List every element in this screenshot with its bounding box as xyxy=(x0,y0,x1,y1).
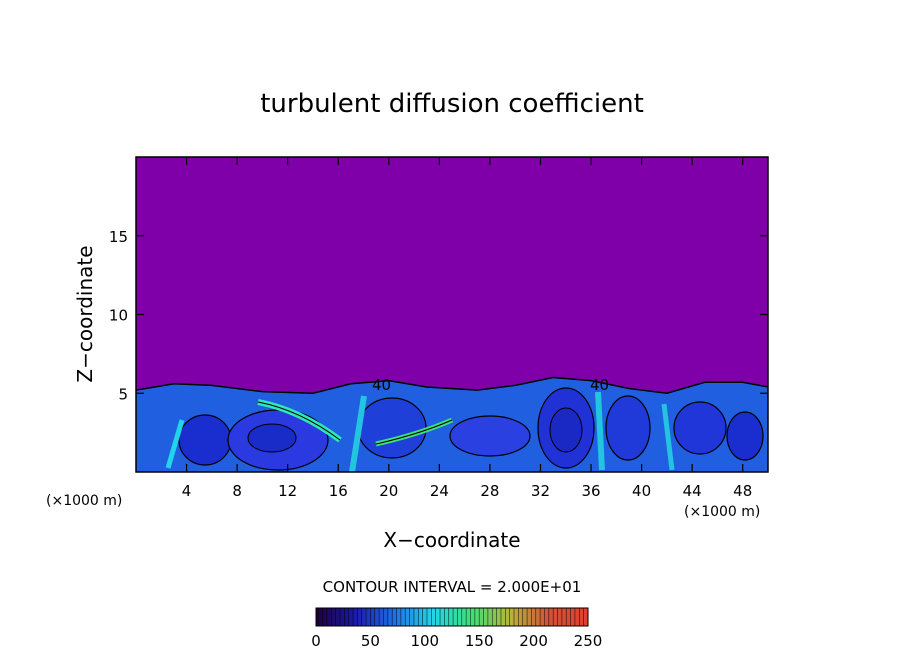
colorbar-tick-label: 0 xyxy=(311,632,321,650)
shear-filament xyxy=(165,419,185,469)
x-tick-label: 4 xyxy=(182,482,192,500)
y-axis-label: Z−coordinate xyxy=(73,245,97,382)
contour-label: 40 xyxy=(372,376,391,394)
colorbar-tick-label: 250 xyxy=(574,632,603,650)
x-tick-label: 44 xyxy=(683,482,702,500)
colorbar-tick-label: 150 xyxy=(465,632,494,650)
x-tick-label: 28 xyxy=(480,482,499,500)
eddy-cell xyxy=(357,397,427,459)
shear-filament xyxy=(595,391,605,471)
colorbar-tick-label: 100 xyxy=(410,632,439,650)
shear-filament xyxy=(257,401,341,441)
x-unit-right: (×1000 m) xyxy=(684,504,760,520)
y-tick-label: 15 xyxy=(109,228,128,246)
shear-filament xyxy=(349,395,367,472)
x-axis-label: X−coordinate xyxy=(383,528,520,552)
eddy-cell-core xyxy=(549,407,583,453)
x-tick-label: 12 xyxy=(278,482,297,500)
x-tick-label: 32 xyxy=(531,482,550,500)
x-tick-label: 40 xyxy=(632,482,651,500)
turbulent-layer-contour xyxy=(136,376,768,395)
shear-filament xyxy=(661,403,675,471)
eddy-cells xyxy=(165,387,764,472)
chart-title: turbulent diffusion coefficient xyxy=(260,89,644,119)
eddy-cell-core xyxy=(247,423,297,453)
colorbar-tick-label: 200 xyxy=(519,632,548,650)
y-axis-ticks: 5 10 15 xyxy=(109,228,768,403)
colorbar xyxy=(315,607,589,627)
contour-label: 40 xyxy=(590,376,609,394)
x-tick-label: 20 xyxy=(379,482,398,500)
x-tick-label: 36 xyxy=(581,482,600,500)
x-tick-label: 8 xyxy=(232,482,242,500)
x-tick-label: 48 xyxy=(733,482,752,500)
plot-area: 40 40 xyxy=(136,157,768,472)
eddy-cell xyxy=(726,411,764,461)
x-axis-ticks: 4 8 12 16 20 24 28 32 36 40 44 48 xyxy=(182,157,752,500)
eddy-cell xyxy=(673,401,727,455)
y-tick-label: 10 xyxy=(109,307,128,325)
y-tick-label: 5 xyxy=(118,385,128,403)
colorbar-contour-lines xyxy=(317,608,584,626)
colorbar-ticks: 0 50 100 150 200 250 xyxy=(311,632,602,650)
shear-filament xyxy=(375,419,453,445)
eddy-cell xyxy=(605,395,651,461)
x-tick-label: 16 xyxy=(329,482,348,500)
x-tick-label: 24 xyxy=(430,482,449,500)
eddy-cell xyxy=(178,414,232,466)
x-unit-left: (×1000 m) xyxy=(46,493,122,509)
contour-interval-text: CONTOUR INTERVAL = 2.000E+01 xyxy=(323,578,582,596)
colorbar-tick-label: 50 xyxy=(361,632,380,650)
eddy-cell xyxy=(449,415,531,457)
